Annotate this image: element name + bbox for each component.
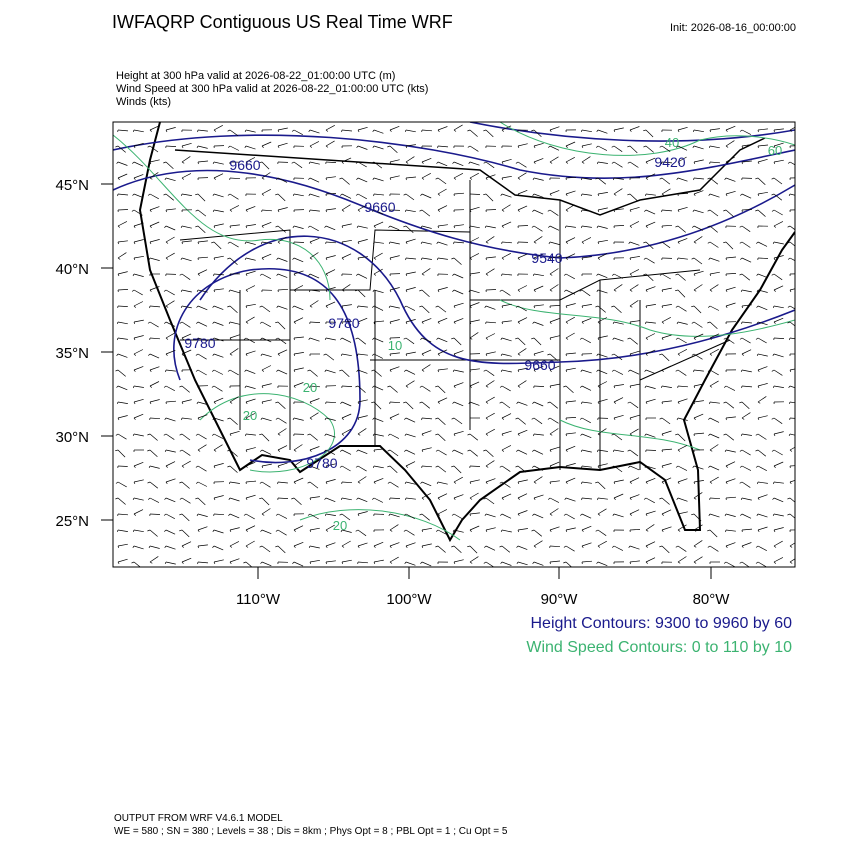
wind-barb-flag	[438, 370, 439, 372]
wind-barb-flag	[534, 434, 535, 436]
wind-barb	[758, 258, 768, 259]
wind-barb	[118, 466, 128, 467]
height-contour-label: 9420	[654, 154, 685, 170]
wind-barb-flag	[774, 482, 775, 484]
wind-barb-flag	[310, 290, 311, 292]
wind-barb-flag	[166, 370, 167, 372]
wind-barb-flag	[726, 530, 727, 532]
height-contour-label: 9660	[364, 199, 395, 215]
wind-barb-flag	[358, 354, 359, 356]
speed-contour-label: 20	[333, 518, 347, 533]
wind-barb-flag	[710, 130, 711, 132]
lon-label: 100°W	[386, 591, 432, 608]
lat-label: 25°N	[55, 513, 89, 530]
speed-contour-label: 10	[388, 338, 402, 353]
speed-contour-label: 20	[303, 380, 317, 395]
wind-barb-flag	[182, 418, 183, 420]
wind-barb	[294, 242, 304, 243]
wind-barb-flag	[614, 210, 615, 212]
wind-barb	[470, 466, 480, 467]
lat-label: 30°N	[55, 429, 89, 446]
lat-label: 45°N	[55, 177, 89, 194]
wind-barb-flag	[582, 466, 583, 468]
wind-barb-flag	[454, 226, 455, 228]
wind-barb-flag	[214, 290, 215, 292]
legend-height: Height Contours: 9300 to 9960 by 60	[530, 615, 792, 632]
speed-contour-label: 40	[665, 135, 679, 150]
field-label: Wind Speed at 300 hPa valid at 2026-08-2…	[116, 83, 428, 95]
height-contour-label: 9540	[531, 250, 562, 266]
init-time: Init: 2026-08-16_00:00:00	[670, 22, 796, 34]
wind-barb	[118, 210, 128, 211]
wind-barb-flag	[118, 242, 119, 244]
wind-barb-flag	[566, 434, 567, 436]
wind-barb	[646, 450, 656, 451]
wind-barb-flag	[198, 242, 199, 244]
wind-barb-flag	[694, 402, 695, 404]
wind-barb	[486, 210, 496, 211]
field-label: Winds (kts)	[116, 96, 171, 108]
field-label: Height at 300 hPa valid at 2026-08-22_01…	[116, 70, 395, 82]
lon-label: 80°W	[693, 591, 731, 608]
wind-barb-flag	[406, 498, 407, 500]
legend-speed: Wind Speed Contours: 0 to 110 by 10	[526, 639, 792, 656]
wind-barb-flag	[198, 546, 199, 548]
wind-barb-flag	[646, 322, 647, 324]
wind-barb-flag	[534, 306, 535, 308]
wind-barb	[486, 290, 496, 291]
wind-barb-flag	[166, 210, 167, 212]
wind-barb-flag	[438, 226, 439, 228]
wind-barb-flag	[310, 210, 311, 212]
height-contour-label: 9780	[306, 455, 337, 471]
wind-barb	[150, 514, 160, 515]
wind-barb-flag	[470, 370, 471, 372]
lon-label: 110°W	[236, 591, 281, 608]
speed-contour-label: 60	[768, 143, 782, 158]
height-contour-label: 9660	[229, 157, 260, 173]
speed-contour-label: 20	[243, 408, 257, 423]
wind-barb-flag	[742, 306, 743, 308]
wind-barb-flag	[502, 322, 503, 324]
lat-label: 35°N	[55, 345, 89, 362]
wind-barb-flag	[374, 242, 375, 244]
height-contour-label: 9660	[524, 357, 555, 373]
wind-barb-flag	[326, 210, 327, 212]
lon-label: 90°W	[541, 591, 579, 608]
footer-line: WE = 580 ; SN = 380 ; Levels = 38 ; Dis …	[114, 826, 508, 837]
height-contour-label: 9780	[328, 315, 359, 331]
wind-barb-flag	[582, 402, 583, 404]
wind-barb-flag	[678, 258, 679, 260]
wind-barb	[470, 194, 480, 195]
wind-barb-flag	[326, 562, 327, 564]
lat-label: 40°N	[55, 261, 89, 278]
wind-barb-flag	[630, 562, 631, 564]
wind-barb-flag	[582, 482, 583, 484]
wind-barb-flag	[246, 434, 247, 436]
wind-barb-flag	[710, 402, 711, 404]
wind-barb	[518, 226, 528, 227]
title: IWFAQRP Contiguous US Real Time WRF	[112, 12, 453, 32]
footer-line: OUTPUT FROM WRF V4.6.1 MODEL	[114, 813, 283, 824]
height-contour-label: 9780	[184, 335, 215, 351]
wind-barb	[326, 194, 336, 195]
wind-barb-flag	[646, 194, 647, 196]
wind-barb-flag	[598, 498, 599, 500]
wind-barb-flag	[550, 482, 551, 484]
wind-barb-flag	[326, 178, 327, 180]
